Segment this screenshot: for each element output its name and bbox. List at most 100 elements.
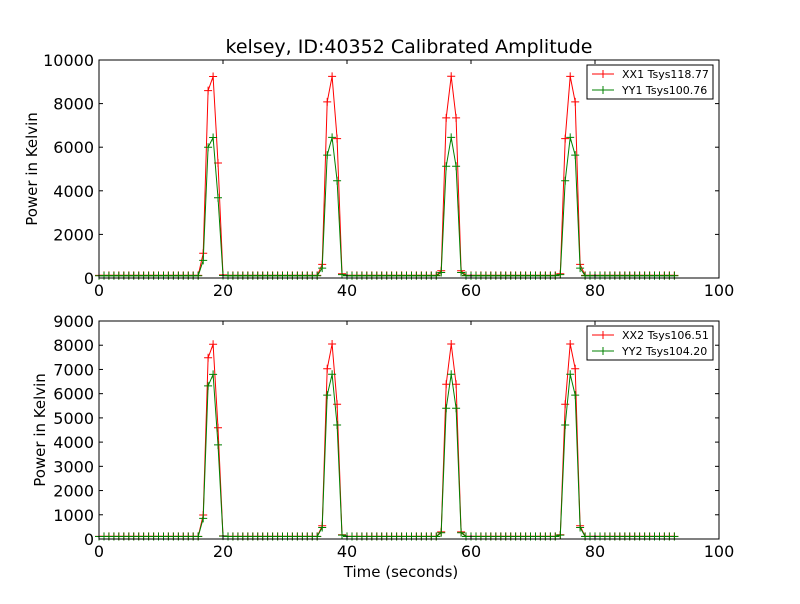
data-point	[323, 151, 332, 160]
legend: XX1 Tsys118.77 YY1 Tsys100.76	[586, 64, 714, 100]
x-tick-label: 100	[704, 281, 735, 300]
data-point	[571, 151, 580, 160]
axes-frame	[98, 59, 720, 279]
series-line-1	[99, 76, 675, 276]
legend-frame	[586, 325, 714, 361]
data-point	[318, 523, 327, 532]
data-point	[313, 271, 322, 280]
data-point	[318, 264, 327, 273]
series-markers-2	[95, 133, 679, 280]
y-tick-label: 8000	[53, 336, 94, 355]
data-point	[571, 97, 580, 106]
data-point	[333, 421, 342, 429]
y-tick-label: 0	[84, 269, 94, 288]
data-point	[338, 270, 346, 279]
x-tick-label: 20	[213, 281, 233, 300]
y-tick-label: 9000	[53, 312, 94, 331]
data-point	[204, 143, 213, 152]
data-point	[442, 404, 451, 413]
y-tick-label: 4000	[53, 433, 94, 452]
data-point	[323, 97, 332, 106]
data-point	[447, 340, 456, 348]
y-tick-label: 2000	[53, 482, 94, 501]
data-point	[442, 113, 451, 122]
data-point	[447, 133, 456, 142]
legend-marker	[599, 331, 607, 339]
data-point	[214, 193, 222, 202]
data-point	[437, 268, 446, 277]
data-point	[447, 370, 456, 379]
x-tick-label: 100	[704, 542, 735, 561]
data-point	[199, 514, 208, 523]
data-point	[199, 256, 208, 265]
data-point	[556, 531, 565, 540]
y-tick-label: 6000	[53, 138, 94, 157]
x-tick-label: 40	[337, 542, 357, 561]
data-point	[442, 380, 451, 389]
series-markers-1	[95, 340, 679, 541]
x-tick-label: 80	[585, 542, 605, 561]
data-point	[452, 404, 461, 413]
data-point	[571, 391, 580, 400]
legend-frame	[586, 64, 714, 100]
legend-label: XX1 Tsys118.77	[622, 68, 709, 81]
data-point	[576, 523, 585, 532]
x-tick-label: 60	[461, 281, 481, 300]
y-tick-label: 6000	[53, 385, 94, 404]
data-point	[452, 380, 461, 389]
data-point	[204, 353, 213, 362]
data-point	[338, 531, 346, 540]
data-point	[204, 381, 213, 390]
x-tick-label: 0	[94, 281, 104, 300]
data-point	[328, 72, 337, 81]
data-point	[442, 162, 451, 171]
data-point	[457, 528, 466, 537]
x-tick-label: 80	[585, 281, 605, 300]
x-tick-label: 40	[337, 281, 357, 300]
data-point	[561, 421, 570, 429]
axes-frame	[98, 320, 720, 540]
data-point	[323, 391, 332, 400]
legend: XX2 Tsys106.51 YY2 Tsys104.20	[586, 325, 714, 361]
subplot-2: 0 20 40 60 80 1000100020003000400050006000700…	[31, 312, 734, 581]
data-point	[209, 370, 218, 379]
series-line-2	[99, 374, 675, 537]
y-axis-label: Power in Kelvin	[23, 112, 41, 226]
data-point	[328, 133, 337, 142]
legend-label: XX2 Tsys106.51	[622, 329, 709, 342]
data-point	[437, 528, 446, 537]
data-point	[566, 340, 575, 348]
data-point	[457, 268, 466, 277]
data-point	[333, 134, 342, 143]
x-tick-label: 20	[213, 542, 233, 561]
subplot-1: 0 20 40 60 80 100 0 2000 4000 6000 8000 10000 Power …	[23, 51, 734, 300]
data-point	[571, 364, 580, 373]
data-point	[561, 400, 570, 409]
data-point	[576, 264, 585, 273]
data-point	[209, 72, 218, 81]
y-tick-label: 1000	[53, 506, 94, 525]
y-axis-label: Power in Kelvin	[31, 373, 49, 487]
y-tick-label: 3000	[53, 457, 94, 476]
series-markers-1	[95, 72, 679, 280]
data-point	[452, 113, 461, 122]
legend-marker	[599, 70, 607, 78]
data-point	[204, 86, 213, 95]
data-point	[447, 72, 456, 81]
data-point	[194, 271, 203, 280]
data-point	[561, 176, 570, 185]
y-tick-label: 10000	[43, 51, 94, 70]
data-point	[214, 423, 222, 432]
y-tick-label: 7000	[53, 360, 94, 379]
y-tick-label: 5000	[53, 409, 94, 428]
x-axis-label: Time (seconds)	[343, 563, 459, 581]
legend-marker	[599, 86, 607, 94]
y-tick-label: 0	[84, 530, 94, 549]
x-tick-label: 60	[461, 542, 481, 561]
series-markers-2	[95, 370, 679, 541]
data-point	[209, 133, 218, 142]
data-point	[452, 162, 461, 171]
data-point	[556, 270, 565, 279]
legend-label: YY2 Tsys104.20	[621, 345, 707, 358]
